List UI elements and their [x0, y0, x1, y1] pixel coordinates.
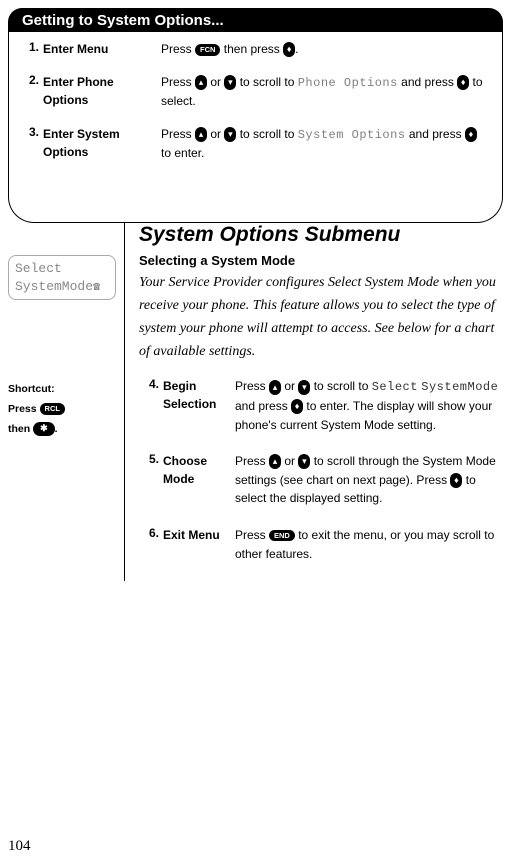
star-key-icon: ✱ — [33, 422, 55, 436]
step-instruction: Press ▴ or ▾ to scroll through the Syste… — [235, 452, 503, 508]
step-number: 2. — [23, 73, 43, 111]
step-label: Enter Phone Options — [43, 73, 161, 111]
down-key-icon: ▾ — [298, 454, 310, 469]
step-row: 1.Enter MenuPress FCN then press ♦. — [23, 40, 488, 59]
updown-key-icon: ♦ — [291, 399, 303, 414]
step-instruction: Press ▴ or ▾ to scroll to System Options… — [161, 125, 488, 163]
step-row: 3.Enter System OptionsPress ▴ or ▾ to sc… — [23, 125, 488, 163]
step-number: 5. — [139, 452, 163, 508]
step-label: Choose Mode — [163, 452, 235, 508]
up-key-icon: ▴ — [269, 380, 281, 395]
lcd-line2: SystemMode — [15, 278, 109, 296]
up-key-icon: ▴ — [269, 454, 281, 469]
shortcut-box: Shortcut: Press RCL then ✱. — [8, 380, 118, 440]
up-key-icon: ▴ — [195, 127, 207, 142]
updown-key-icon: ♦ — [465, 127, 477, 142]
rcl-key-icon: RCL — [40, 403, 65, 415]
down-key-icon: ▾ — [224, 75, 236, 90]
step-instruction: Press ▴ or ▾ to scroll to Phone Options … — [161, 73, 488, 111]
updown-key-icon: ♦ — [283, 42, 295, 57]
step-label: Begin Selection — [163, 377, 235, 434]
step-label: Enter System Options — [43, 125, 161, 163]
step-label: Exit Menu — [163, 526, 235, 563]
section-heading: System Options Submenu — [139, 223, 503, 247]
step-instruction: Press END to exit the menu, or you may s… — [235, 526, 503, 563]
end-key-icon: END — [269, 530, 295, 542]
section-subheading: Selecting a System Mode — [139, 253, 503, 268]
lcd-text: Select — [372, 380, 418, 394]
down-key-icon: ▾ — [224, 127, 236, 142]
lcd-line1: Select — [15, 260, 109, 278]
step-number: 6. — [139, 526, 163, 563]
step-number: 3. — [23, 125, 43, 163]
step-row: 6.Exit MenuPress END to exit the menu, o… — [139, 526, 503, 563]
fcn-key-icon: FCN — [195, 44, 220, 56]
lcd-text: Phone Options — [298, 76, 398, 90]
step-instruction: Press ▴ or ▾ to scroll to Select SystemM… — [235, 377, 503, 434]
step-number: 1. — [23, 40, 43, 59]
shortcut-line2: then ✱. — [8, 420, 118, 440]
top-steps-box: 1.Enter MenuPress FCN then press ♦. 2.Ent… — [8, 32, 503, 197]
lcd-text: SystemMode — [421, 380, 498, 394]
step-row: 4.Begin SelectionPress ▴ or ▾ to scroll … — [139, 377, 503, 434]
step-number: 4. — [139, 377, 163, 434]
shortcut-title: Shortcut: — [8, 380, 118, 400]
step-row: 2.Enter Phone OptionsPress ▴ or ▾ to scr… — [23, 73, 488, 111]
up-key-icon: ▴ — [195, 75, 207, 90]
section-body: Your Service Provider configures Select … — [139, 271, 503, 363]
phone-icon — [93, 279, 100, 294]
lcd-text: System Options — [298, 128, 406, 142]
shortcut-line1: Press RCL — [8, 400, 118, 420]
step-label: Enter Menu — [43, 40, 161, 59]
page-number: 104 — [8, 838, 31, 855]
updown-key-icon: ♦ — [457, 75, 469, 90]
inner-steps-box: 4.Begin SelectionPress ▴ or ▾ to scroll … — [139, 377, 503, 563]
updown-key-icon: ♦ — [450, 473, 462, 488]
step-row: 5.Choose ModePress ▴ or ▾ to scroll thro… — [139, 452, 503, 508]
down-key-icon: ▾ — [298, 380, 310, 395]
step-instruction: Press FCN then press ♦. — [161, 40, 488, 59]
lcd-preview: Select SystemMode — [8, 255, 116, 300]
instruction-title: Getting to System Options... — [22, 12, 224, 29]
instruction-header: Getting to System Options... — [8, 8, 503, 32]
